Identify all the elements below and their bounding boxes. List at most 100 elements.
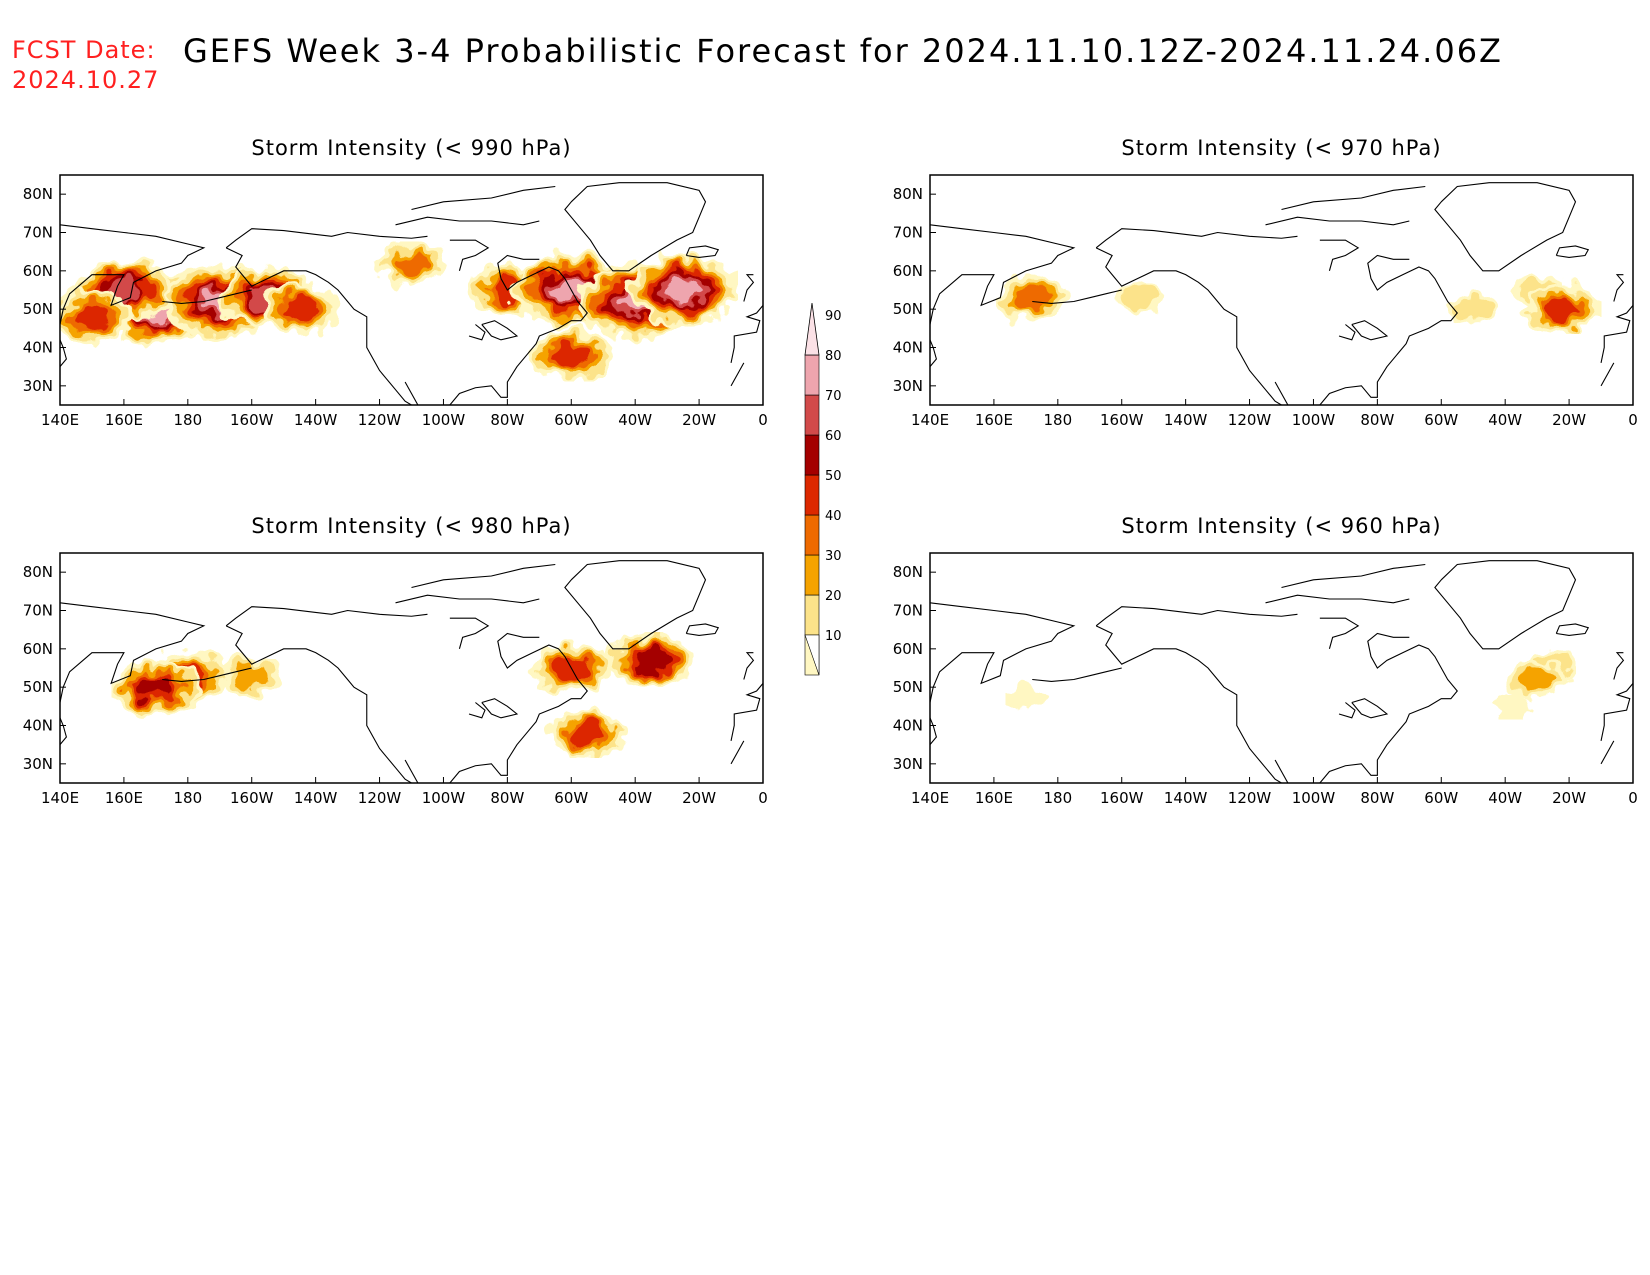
coastline-10: [564, 182, 707, 272]
lon-tick-label: 20W: [1552, 789, 1586, 807]
lat-tick-label: 40N: [893, 339, 923, 357]
colorbar-swatch: [804, 594, 820, 636]
lon-tick-label: 140W: [294, 411, 338, 429]
prob-region-4-level-60: [633, 649, 669, 672]
coastline-13: [743, 652, 755, 680]
lon-tick-label: 0: [758, 411, 768, 429]
coastline-9: [411, 563, 556, 589]
coastline-1: [930, 717, 937, 746]
coastline-11: [1555, 623, 1590, 636]
lon-tick-label: 180: [173, 411, 202, 429]
lon-tick-label: 0: [758, 789, 768, 807]
panel-title: Storm Intensity (< 970 hPa): [1121, 136, 1441, 160]
lat-tick-label: 60N: [893, 262, 923, 280]
coastline-11: [685, 623, 720, 636]
lon-tick-label: 100W: [422, 411, 466, 429]
lat-tick-label: 30N: [893, 755, 923, 773]
map-frame: [929, 174, 1634, 406]
lon-tick-label: 160W: [230, 789, 274, 807]
lon-tick-label: 40W: [1488, 789, 1522, 807]
coastline-3: [1095, 625, 1298, 783]
coastline-7: [449, 617, 490, 649]
coastline-2: [225, 606, 428, 627]
colorbar-swatch: [804, 514, 820, 556]
coastline-8: [1265, 594, 1410, 604]
coastline-5: [162, 667, 252, 682]
prob-region-3-level-20: [1455, 297, 1491, 321]
coastline-15: [1351, 320, 1389, 341]
fcst-date-value: 2024.10.27: [12, 66, 160, 94]
coastline-14: [730, 740, 745, 765]
colorbar-label: 80: [825, 349, 842, 364]
lat-tick-label: 30N: [23, 755, 53, 773]
lat-tick-label: 70N: [23, 602, 53, 620]
coastline-3: [225, 625, 428, 783]
lat-tick-label: 80N: [23, 563, 53, 581]
map-panel-p970: Storm Intensity (< 970 hPa) 140E 160E 180 16…: [893, 136, 1638, 429]
coastline-10: [564, 560, 707, 650]
lon-tick-label: 140E: [911, 789, 949, 807]
colorbar-label: 40: [825, 509, 842, 524]
lat-tick-label: 40N: [23, 717, 53, 735]
colorbar-swatch: [804, 302, 820, 356]
colorbar-under-wedge: [804, 634, 820, 676]
prob-region-4-level-50: [74, 305, 110, 329]
lon-tick-label: 180: [1043, 789, 1072, 807]
lon-tick-label: 20W: [1552, 411, 1586, 429]
lat-tick-label: 80N: [893, 563, 923, 581]
coastline-1: [60, 717, 67, 746]
coastline-13: [743, 274, 755, 302]
colorbar-label: 90: [825, 309, 842, 324]
lon-tick-label: 140W: [294, 789, 338, 807]
lon-tick-label: 60W: [1424, 789, 1458, 807]
colorbar-label: 60: [825, 429, 842, 444]
coastline-3: [1095, 247, 1298, 405]
coastline-12: [730, 682, 763, 741]
prob-region-1-level-40: [1014, 285, 1051, 310]
coastline-16: [468, 702, 486, 719]
lat-tick-label: 60N: [23, 262, 53, 280]
prob-region-1-level-60: [138, 675, 174, 699]
lat-tick-label: 70N: [893, 224, 923, 242]
coastlines: [60, 560, 763, 783]
lon-tick-label: 160E: [975, 789, 1013, 807]
coastline-16: [468, 324, 486, 341]
colorbar-swatch: [804, 354, 820, 396]
panel-title: Storm Intensity (< 960 hPa): [1121, 514, 1441, 538]
coastline-11: [1555, 245, 1590, 258]
lat-tick-label: 40N: [23, 339, 53, 357]
coastline-2: [1095, 606, 1298, 627]
coastline-13: [1613, 652, 1625, 680]
map-panel-p990: Storm Intensity (< 990 hPa) 140E 160E 180 16…: [23, 136, 768, 429]
lat-tick-label: 70N: [23, 224, 53, 242]
lon-tick-label: 140E: [41, 411, 79, 429]
lat-tick-label: 50N: [893, 678, 923, 696]
lon-tick-label: 160W: [1100, 789, 1144, 807]
fcst-date-label: FCST Date:: [12, 36, 156, 64]
coastline-0: [930, 602, 1076, 703]
lon-tick-label: 140W: [1164, 411, 1208, 429]
coastline-1: [60, 339, 67, 368]
lon-tick-label: 140W: [1164, 789, 1208, 807]
lon-tick-label: 160E: [105, 789, 143, 807]
coastline-14: [1600, 740, 1615, 765]
colorbar-swatch: [804, 474, 820, 516]
coastline-9: [1281, 563, 1426, 589]
map-frame: [929, 552, 1634, 784]
lat-tick-label: 80N: [23, 185, 53, 203]
lat-tick-label: 50N: [893, 300, 923, 318]
lon-tick-label: 100W: [1292, 411, 1336, 429]
prob-region-10-level-80: [665, 278, 701, 302]
map-frame: [59, 552, 764, 784]
panel-title: Storm Intensity (< 990 hPa): [251, 136, 571, 160]
lon-tick-label: 160W: [1100, 411, 1144, 429]
coastline-13: [1613, 274, 1625, 302]
coastline-4: [404, 381, 419, 405]
coastline-4: [1274, 759, 1289, 783]
probability-shading: [111, 632, 696, 758]
map-panel-p960: Storm Intensity (< 960 hPa) 140E 160E 180 16…: [893, 514, 1638, 807]
lon-tick-label: 80W: [1360, 789, 1394, 807]
coastline-0: [60, 224, 206, 325]
colorbar-label: 10: [825, 629, 842, 644]
